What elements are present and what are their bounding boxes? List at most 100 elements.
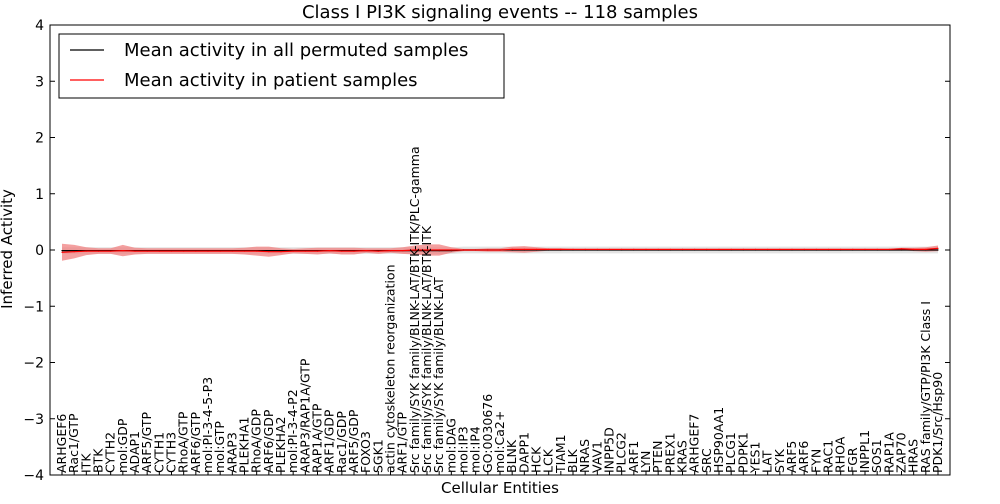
legend-label-1: Mean activity in all permuted samples: [124, 40, 468, 61]
x-tick-label: PLEKHA1: [237, 416, 252, 473]
x-tick-label: SOS1: [869, 439, 884, 473]
point-series-2: [243, 250, 246, 252]
x-tick-label: PLEKHA2: [273, 416, 288, 473]
x-tick-label: PLCG1: [723, 432, 738, 473]
point-series-1: [900, 249, 903, 251]
point-series-2: [815, 248, 817, 250]
x-tick-label: SRC: [699, 448, 714, 473]
y-tick-label: 0: [35, 243, 44, 259]
point-series-2: [864, 248, 866, 250]
x-tick-label: HCK: [529, 446, 544, 473]
point-series-2: [669, 248, 671, 250]
point-series-2: [110, 250, 112, 252]
x-tick-label: RhoA/GTP: [176, 411, 191, 473]
point-series-2: [304, 250, 306, 252]
x-tick-label: FGR: [845, 447, 860, 473]
point-series-2: [560, 248, 562, 250]
point-series-2: [256, 250, 258, 252]
x-tick-label: LCK: [541, 448, 556, 473]
x-tick-label: ARF1/GTP: [395, 412, 410, 473]
point-series-2: [633, 248, 635, 250]
point-series-2: [475, 249, 477, 251]
point-series-2: [365, 250, 367, 252]
point-series-2: [158, 250, 160, 252]
x-tick-label: LYN: [638, 451, 653, 473]
point-series-2: [438, 249, 440, 251]
x-tick-label: ADAP1: [127, 431, 142, 473]
point-series-2: [827, 248, 830, 250]
point-series-1: [268, 250, 270, 252]
x-tick-label: INPP5D: [602, 427, 617, 473]
y-tick-label: 4: [35, 18, 44, 34]
point-series-2: [353, 250, 355, 252]
y-tick-label: 3: [35, 74, 44, 90]
x-tick-label: SYK: [772, 448, 787, 473]
point-series-2: [499, 249, 501, 251]
x-tick-label: Src family/SYK family/BLNK-LAT: [431, 277, 446, 473]
point-series-2: [402, 250, 404, 252]
point-series-2: [329, 250, 331, 252]
point-series-2: [937, 247, 939, 249]
x-tick-label: ARAP3: [224, 432, 239, 473]
x-tick-label: LAT: [760, 450, 775, 473]
point-series-2: [219, 250, 221, 252]
x-tick-label: PTEN: [650, 441, 665, 473]
x-tick-label: RhoA/GDP: [249, 409, 264, 473]
point-series-2: [426, 249, 428, 251]
x-tick-label: mol:Ca2+: [492, 411, 507, 473]
x-tick-label: INPPL1: [857, 430, 872, 473]
x-tick-label: TIAM1: [553, 434, 568, 474]
point-series-2: [913, 248, 915, 250]
x-tick-label: ITK: [78, 453, 93, 473]
point-series-2: [268, 251, 270, 253]
point-series-2: [694, 248, 696, 250]
point-series-2: [97, 250, 100, 252]
point-series-2: [85, 250, 87, 252]
x-tick-label: mol:IP4: [468, 426, 483, 473]
x-tick-label: Rac1/GTP: [66, 413, 81, 473]
point-series-2: [207, 250, 209, 252]
x-tick-label: ARF1: [626, 441, 641, 473]
y-tick-label: −3: [23, 412, 44, 428]
x-tick-label: PREX1: [662, 432, 677, 473]
point-series-2: [292, 250, 294, 252]
point-series-2: [280, 251, 282, 253]
point-series-2: [706, 248, 708, 250]
point-series-1: [73, 250, 75, 252]
point-series-2: [754, 248, 757, 250]
x-tick-label: YES1: [748, 442, 763, 474]
point-series-1: [61, 250, 63, 252]
x-tick-label: PLCG2: [614, 432, 629, 473]
point-series-2: [231, 250, 233, 252]
legend: Mean activity in all permuted samples Mea…: [58, 33, 505, 99]
point-series-2: [767, 248, 769, 250]
point-series-2: [718, 248, 720, 250]
point-series-2: [621, 248, 623, 250]
point-series-2: [900, 248, 903, 250]
x-tick-label: mol:PI-3-4-P2: [285, 389, 300, 473]
x-axis-label: Cellular Entities: [441, 479, 559, 497]
x-tick-label: PDK1/Src/Hsp90: [930, 372, 945, 473]
x-tick-label: CYTH1: [151, 432, 166, 473]
y-axis-label: Inferred Activity: [0, 189, 16, 309]
x-tick-label: ARF6/GDP: [261, 409, 276, 473]
x-tick-label: Rac1/GDP: [334, 411, 349, 473]
legend-box: [58, 33, 505, 99]
point-series-2: [730, 248, 732, 250]
x-tick-label: Src family/SYK family/BLNK-LAT/BTK-ITK: [419, 225, 434, 473]
point-series-2: [523, 248, 525, 250]
x-tick-label: RAP1A: [881, 432, 896, 473]
y-tick-label: −4: [23, 468, 44, 484]
y-tick-label: 2: [35, 131, 44, 147]
point-series-2: [73, 251, 75, 253]
x-tick-label: BLNK: [504, 439, 519, 473]
point-series-1: [280, 250, 282, 252]
point-series-2: [122, 250, 124, 252]
y-tick-label: 1: [35, 187, 44, 203]
x-tick-label: RAC1: [821, 440, 836, 473]
point-series-2: [803, 248, 805, 250]
point-series-2: [341, 250, 343, 252]
x-tick-label: ARF5/GDP: [346, 409, 361, 473]
x-tick-label: mol:IP3: [456, 426, 471, 473]
point-series-2: [608, 248, 611, 250]
